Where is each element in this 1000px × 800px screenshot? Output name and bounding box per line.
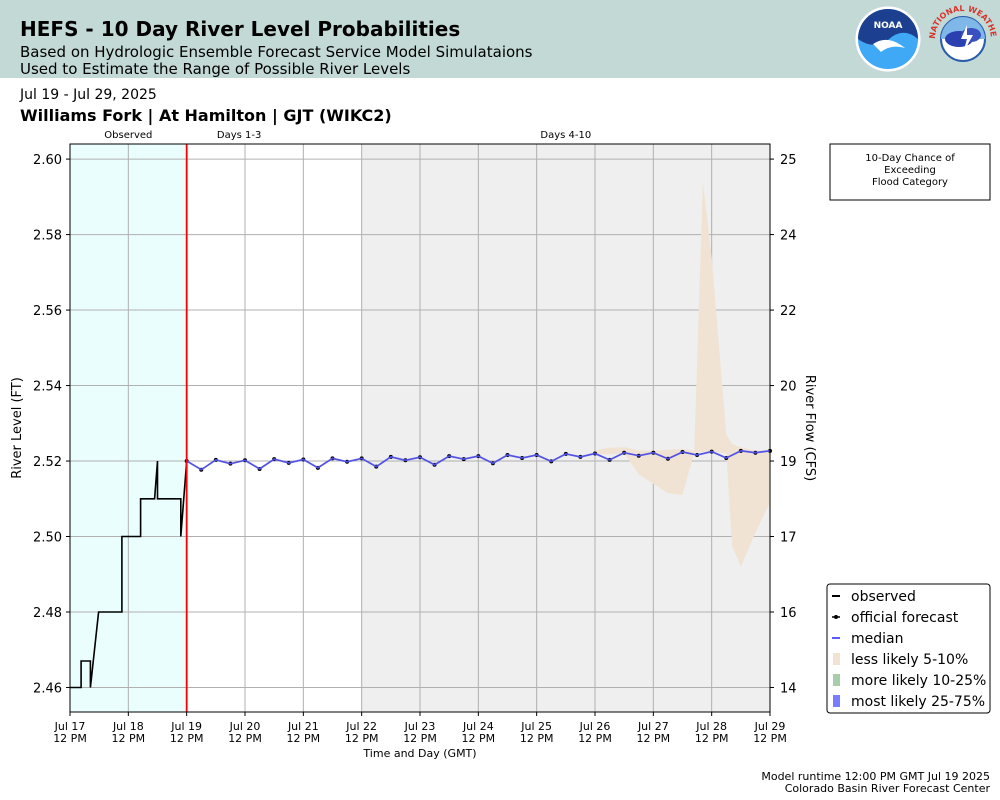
median-line	[186, 449, 771, 471]
x-tick-label: Jul 20	[229, 720, 261, 733]
y-axis-label: River Level (FT)	[10, 377, 25, 479]
x-tick-label: Jul 22	[345, 720, 377, 733]
x-tick-label: 12 PM	[753, 732, 787, 745]
x-tick-label: Jul 25	[520, 720, 552, 733]
flood-category-text: Exceeding	[884, 165, 936, 176]
x-tick-label: 12 PM	[403, 732, 437, 745]
y2-tick-label: 16	[780, 606, 797, 621]
y-tick-label: 2.50	[33, 531, 62, 546]
y2-tick-label: 19	[780, 455, 797, 470]
legend-swatch	[833, 674, 840, 686]
station-title: Williams Fork | At Hamilton | GJT (WIKC2…	[20, 106, 392, 125]
legend-swatch	[833, 653, 840, 665]
x-tick-label: 12 PM	[462, 732, 496, 745]
y-tick-label: 2.54	[33, 380, 62, 395]
date-range: Jul 19 - Jul 29, 2025	[20, 87, 157, 103]
legend-box	[826, 583, 991, 714]
legend-label: observed	[851, 589, 916, 605]
legend-swatch	[833, 695, 840, 707]
legend-label: official forecast	[851, 610, 959, 626]
legend-label: most likely 25-75%	[851, 694, 985, 710]
model-runtime: Model runtime 12:00 PM GMT Jul 19 2025	[761, 770, 990, 783]
y-tick-label: 2.52	[33, 455, 62, 470]
y2-tick-label: 22	[780, 304, 797, 319]
y2-axis-label: River Flow (CFS)	[802, 375, 817, 481]
x-tick-label: Jul 19	[170, 720, 202, 733]
y-tick-label: 2.46	[33, 681, 62, 696]
x-tick-label: Jul 23	[404, 720, 436, 733]
x-tick-label: 12 PM	[637, 732, 671, 745]
x-tick-label: Jul 18	[112, 720, 144, 733]
flood-category-box	[829, 143, 991, 201]
x-axis-label: Time and Day (GMT)	[362, 747, 476, 760]
x-tick-label: 12 PM	[578, 732, 612, 745]
observed-line	[70, 460, 188, 689]
legend-label: less likely 5-10%	[851, 652, 968, 668]
legend-label: more likely 10-25%	[851, 673, 986, 689]
x-tick-label: Jul 27	[637, 720, 669, 733]
page-subtitle-2: Used to Estimate the Range of Possible R…	[20, 60, 411, 78]
x-tick-label: 12 PM	[345, 732, 379, 745]
flood-category-text: Flood Category	[872, 177, 948, 188]
y2-tick-label: 25	[780, 153, 797, 168]
legend-label: median	[851, 631, 903, 647]
period-label: Days 4-10	[540, 130, 591, 141]
forecast-center: Colorado Basin River Forecast Center	[784, 782, 990, 795]
y2-tick-label: 14	[780, 681, 797, 696]
x-tick-label: 12 PM	[287, 732, 321, 745]
x-tick-label: Jul 24	[462, 720, 494, 733]
noaa-logo-text: NOAA	[874, 21, 903, 31]
noaa-logo[interactable]: NOAA	[853, 4, 923, 74]
nws-logo[interactable]: NATIONAL WEATHER SERVICE	[927, 3, 999, 75]
y-tick-label: 2.60	[33, 153, 62, 168]
x-tick-label: 12 PM	[695, 732, 729, 745]
y-tick-label: 2.48	[33, 606, 62, 621]
y-tick-label: 2.56	[33, 304, 62, 319]
x-tick-label: 12 PM	[228, 732, 262, 745]
y2-tick-label: 24	[780, 229, 797, 244]
page-subtitle: Based on Hydrologic Ensemble Forecast Se…	[20, 43, 533, 61]
x-tick-label: Jul 21	[287, 720, 319, 733]
x-tick-label: 12 PM	[520, 732, 554, 745]
x-tick-label: 12 PM	[170, 732, 204, 745]
header-bar: HEFS - 10 Day River Level Probabilities …	[0, 0, 1000, 78]
y-tick-label: 2.58	[33, 229, 62, 244]
x-tick-label: 12 PM	[53, 732, 87, 745]
x-tick-label: Jul 29	[754, 720, 786, 733]
flood-category-text: 10-Day Chance of	[865, 153, 955, 164]
band-less-likely	[595, 181, 770, 567]
period-label: Observed	[104, 130, 152, 141]
page-title: HEFS - 10 Day River Level Probabilities	[20, 17, 461, 41]
x-tick-label: Jul 17	[54, 720, 86, 733]
period-label: Days 1-3	[217, 130, 261, 141]
y2-tick-label: 20	[780, 380, 797, 395]
x-tick-label: 12 PM	[112, 732, 146, 745]
x-tick-label: Jul 26	[579, 720, 611, 733]
legend-swatch-dot	[834, 615, 838, 619]
x-tick-label: Jul 28	[695, 720, 727, 733]
y2-tick-label: 17	[780, 531, 797, 546]
